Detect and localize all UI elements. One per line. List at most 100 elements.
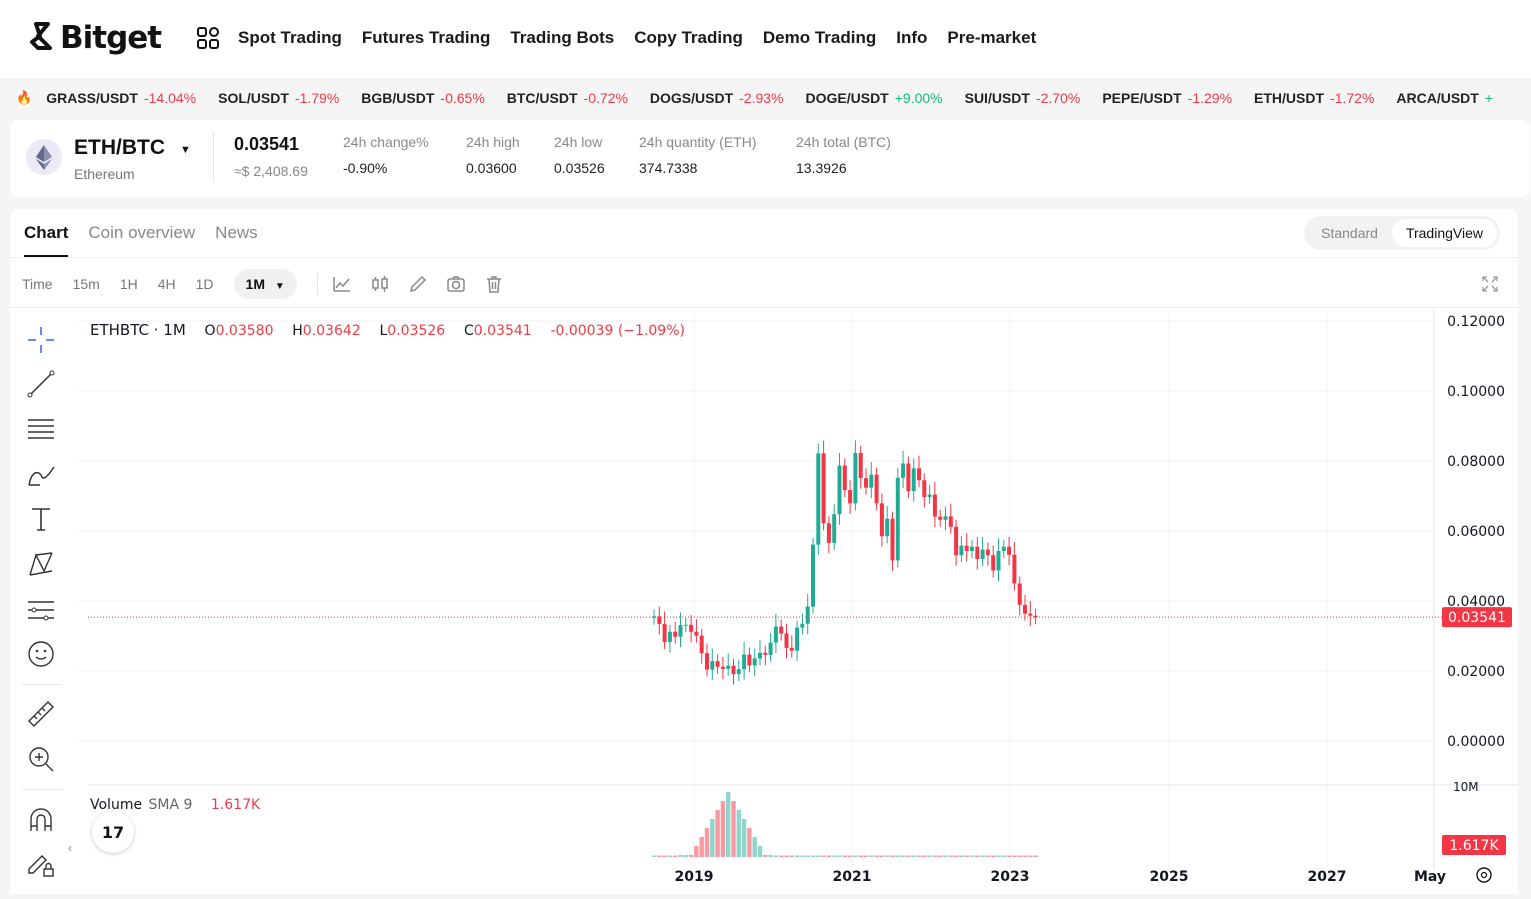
fib-lines-icon[interactable]: [26, 414, 56, 444]
ticker-item[interactable]: BTC/USDT -0.72%: [507, 90, 628, 106]
candle: [922, 480, 927, 498]
candle: [927, 494, 932, 498]
candle: [954, 526, 959, 556]
tab-news[interactable]: News: [215, 223, 258, 242]
candle: [837, 465, 842, 515]
volume-bar: [943, 855, 948, 857]
timeframe-15m[interactable]: 15m: [72, 276, 100, 292]
volume-bar: [673, 855, 678, 857]
ticker-item[interactable]: ARCA/USDT +: [1396, 90, 1493, 106]
ruler-icon[interactable]: [26, 699, 56, 729]
ticker-change: -14.04%: [143, 90, 197, 106]
candle: [689, 624, 694, 632]
chart-area[interactable]: 0.12000 0.10000 0.08000 0.06000 0.04000 0.020…: [78, 309, 1518, 894]
candle-type-icon[interactable]: [370, 274, 390, 294]
candle: [1007, 546, 1012, 555]
volume-bar: [1012, 855, 1017, 857]
chart-view-toggle: Standard TradingView: [1304, 216, 1500, 250]
lock-drawing-icon[interactable]: [26, 849, 56, 879]
camera-icon[interactable]: [446, 274, 466, 294]
nav-demo-trading[interactable]: Demo Trading: [762, 28, 877, 47]
ohlc-legend: ETHBTC · 1M O0.03580 H0.03642 L0.03526 C…: [90, 321, 685, 339]
ticker-item[interactable]: SUI/USDT -2.70%: [965, 90, 1081, 106]
toggle-tradingview[interactable]: TradingView: [1391, 219, 1497, 247]
ticker-item[interactable]: BGB/USDT -0.65%: [361, 90, 484, 106]
ticker-item[interactable]: DOGE/USDT +9.00%: [806, 90, 943, 106]
candle: [800, 623, 805, 628]
candle: [673, 631, 678, 637]
volume-bar: [853, 855, 858, 857]
volume-bar: [948, 855, 953, 857]
y-tick-label: 0.12000: [1447, 314, 1505, 330]
magnet-icon[interactable]: [26, 805, 56, 835]
tab-chart[interactable]: Chart: [24, 223, 69, 257]
nav-copy-trading[interactable]: Copy Trading: [634, 28, 743, 47]
stat-label: 24h change%: [343, 134, 429, 150]
nav-info[interactable]: Info: [896, 28, 928, 47]
candle: [1001, 546, 1006, 551]
bitget-logo[interactable]: Bitget: [28, 18, 162, 58]
candle: [901, 463, 906, 478]
candle: [980, 549, 985, 559]
nav-futures-trading[interactable]: Futures Trading: [361, 28, 491, 47]
volume-label: Volume: [90, 797, 143, 813]
volume-bar: [927, 855, 932, 857]
candle: [795, 627, 800, 651]
volume-bar: [657, 855, 662, 857]
brand-name: Bitget: [60, 20, 162, 56]
indicators-icon[interactable]: [332, 274, 352, 294]
zoom-in-icon[interactable]: [26, 744, 56, 774]
volume-bar: [1001, 855, 1006, 857]
nav-pre-market[interactable]: Pre-market: [947, 28, 1037, 47]
apps-grid-icon[interactable]: [196, 26, 220, 50]
fullscreen-icon[interactable]: [1482, 276, 1498, 297]
timeframe-1d[interactable]: 1D: [195, 276, 214, 292]
x-tick-label: 2027: [1308, 869, 1347, 885]
volume-bar: [980, 855, 985, 857]
pattern-tool-icon[interactable]: [26, 549, 56, 579]
timeframe-selected: 1M: [245, 276, 265, 292]
emoji-icon[interactable]: [26, 639, 56, 669]
volume-bar: [779, 855, 784, 857]
ticker-item[interactable]: PEPE/USDT -1.29%: [1102, 90, 1232, 106]
ticker-pair: ARCA/USDT: [1396, 90, 1479, 106]
tab-coin-overview[interactable]: Coin overview: [88, 223, 196, 242]
tradingview-logo[interactable]: 17: [92, 811, 134, 853]
toggle-standard[interactable]: Standard: [1321, 225, 1378, 241]
trend-line-icon[interactable]: [26, 369, 56, 399]
x-tick-label: 2021: [833, 869, 872, 885]
candle: [917, 468, 921, 481]
candle: [699, 635, 704, 654]
pair-dropdown-caret-icon[interactable]: ▼: [180, 144, 191, 156]
ticker-item[interactable]: GRASS/USDT -14.04%: [46, 90, 196, 106]
timeframe-4h[interactable]: 4H: [157, 276, 176, 292]
collapse-toolbar-icon[interactable]: ‹: [68, 841, 72, 855]
nav-trading-bots[interactable]: Trading Bots: [510, 28, 615, 47]
divider: [22, 684, 62, 685]
ticker-item[interactable]: ETH/USDT -1.72%: [1254, 90, 1374, 106]
crosshair-icon[interactable]: [26, 325, 56, 355]
stat-24h-quantity: 24h quantity (ETH) 374.7338: [639, 134, 757, 176]
ticker-item[interactable]: DOGS/USDT -2.93%: [650, 90, 784, 106]
candle: [736, 669, 741, 675]
legend-o-label: O: [204, 323, 216, 339]
forecast-tool-icon[interactable]: [26, 594, 56, 624]
volume-bar: [874, 855, 879, 857]
ticker-item[interactable]: SOL/USDT -1.79%: [218, 90, 339, 106]
pencil-icon[interactable]: [408, 274, 428, 294]
nav-spot-trading[interactable]: Spot Trading: [238, 28, 342, 47]
volume-bar: [773, 855, 779, 857]
price-chart[interactable]: 0.12000 0.10000 0.08000 0.06000 0.04000 0.020…: [78, 309, 1518, 894]
timeframe-selected-dropdown[interactable]: 1M ▼: [233, 269, 297, 299]
trash-icon[interactable]: [484, 274, 504, 294]
volume-bar: [816, 855, 821, 857]
pair-symbol[interactable]: ETH/BTC: [74, 136, 165, 159]
text-tool-icon[interactable]: [26, 504, 56, 534]
candle: [948, 516, 953, 527]
timeframe-1h[interactable]: 1H: [119, 276, 138, 292]
candle: [763, 652, 768, 655]
y-tick-label: 0.02000: [1447, 664, 1505, 680]
brush-icon[interactable]: [26, 459, 56, 489]
time-label: Time: [22, 276, 53, 292]
candle: [652, 616, 656, 618]
